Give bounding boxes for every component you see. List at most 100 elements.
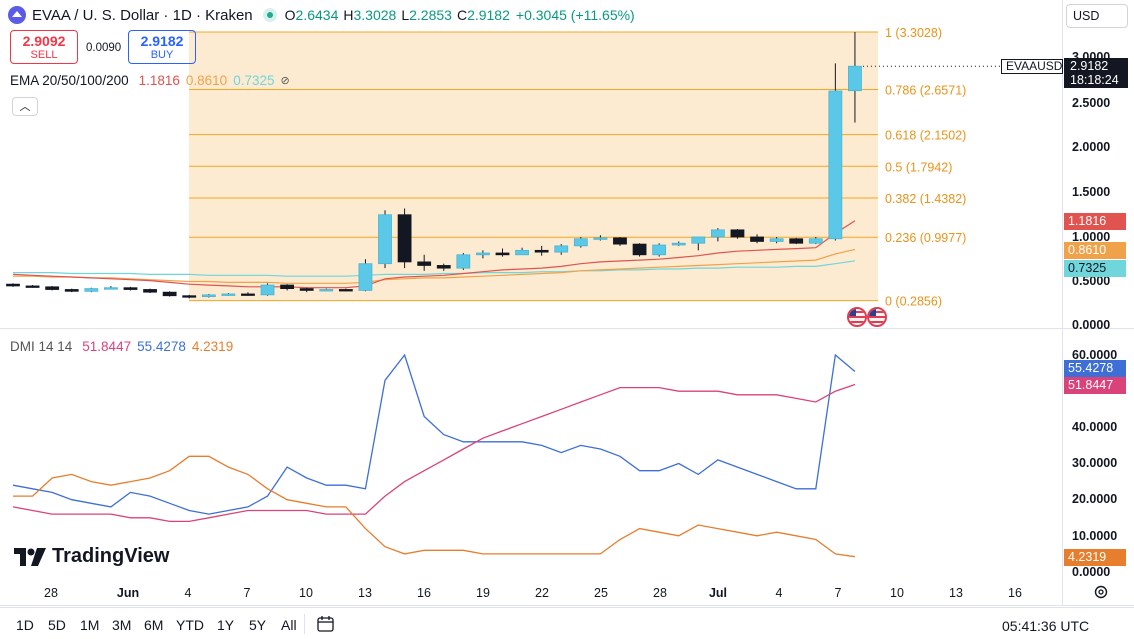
candle — [848, 32, 862, 123]
ema-legend[interactable]: EMA 20/50/100/200 1.1816 0.8610 0.7325 ⊘ — [10, 73, 290, 88]
ema100-value: 0.7325 — [233, 73, 275, 88]
time-axis-label: 7 — [835, 586, 842, 600]
time-axis-label: 10 — [299, 586, 313, 600]
events-flag-icon[interactable] — [847, 307, 867, 327]
ema20-line — [12, 220, 856, 289]
candle-body — [828, 90, 843, 240]
candle — [769, 236, 784, 244]
candle — [241, 292, 255, 296]
ema100-line — [13, 260, 856, 277]
buy-button[interactable]: 2.9182 BUY — [128, 30, 196, 64]
time-axis-label: 4 — [185, 586, 192, 600]
bar-countdown: 18:18:24 — [1070, 73, 1119, 87]
bottom-toolbar — [0, 607, 1134, 639]
candle-body — [162, 291, 177, 297]
timeframe-3m[interactable]: 3M — [112, 617, 132, 633]
candle — [554, 244, 569, 255]
candle-body — [593, 237, 608, 240]
candle-body — [554, 245, 569, 253]
candle-body — [495, 252, 510, 256]
collapse-legend-button[interactable]: ︿ — [12, 97, 38, 116]
fibonacci-retracement[interactable]: 1 (3.3028) 0.786 (2.6571) 0.618 (2.1502) 0.… — [189, 26, 966, 309]
price-axis-label: 0.5000 — [1072, 274, 1111, 288]
timeframe-5y[interactable]: 5Y — [249, 617, 267, 633]
candle — [828, 63, 843, 241]
events-flag-icon[interactable] — [867, 307, 887, 327]
buy-label: BUY — [150, 49, 174, 61]
symbol-legend[interactable]: EVAA / U. S. Dollar · 1D · Kraken O2.643… — [8, 6, 635, 24]
candle-body — [750, 236, 764, 242]
candle-body — [397, 214, 412, 263]
candle — [201, 293, 216, 298]
candle-body — [182, 295, 197, 298]
timeframe-6m[interactable]: 6M — [144, 617, 164, 633]
market-status-icon[interactable] — [262, 8, 277, 22]
symbol-title: EVAA / U. S. Dollar · 1D · Kraken — [32, 6, 253, 24]
adx-tag: 4.2319 — [1064, 549, 1126, 566]
candle — [25, 285, 40, 288]
last-price: 2.9182 — [1070, 59, 1109, 73]
ema-lines — [12, 220, 856, 289]
candle-body — [613, 237, 627, 245]
symbol-tag: EVAAUSD — [1001, 59, 1063, 74]
candle — [397, 208, 412, 269]
candle — [573, 236, 588, 248]
candle-body — [534, 249, 549, 253]
dmi-series-adx — [13, 455, 856, 558]
timeframe-1d[interactable]: 1D — [16, 617, 34, 633]
candle-body — [730, 229, 745, 238]
settings-gear-icon[interactable] — [1092, 583, 1110, 601]
ohlc-values: O2.6434 H3.3028 L2.2853 C2.9182 — [285, 7, 510, 23]
time-axis-label: 19 — [476, 586, 490, 600]
time-axis-label: 28 — [653, 586, 667, 600]
dmi-plus-tag: 55.4278 — [1064, 360, 1126, 377]
candle-body — [632, 243, 647, 256]
sell-button[interactable]: 2.9092 SELL — [10, 30, 78, 64]
candlestick-series — [6, 32, 1062, 299]
candle-body — [241, 293, 255, 296]
candle-body — [143, 289, 157, 293]
timeframe-ytd[interactable]: YTD — [176, 617, 204, 633]
candle — [808, 236, 823, 245]
candle-body — [476, 252, 490, 256]
dmi-axis-label: 10.0000 — [1072, 529, 1118, 543]
candle-body — [691, 236, 706, 244]
time-axis-label: 4 — [776, 586, 783, 600]
candle — [515, 247, 529, 256]
candle-body — [201, 294, 216, 298]
utc-clock[interactable]: 05:41:36 UTC — [1002, 618, 1090, 634]
candle — [143, 288, 157, 294]
hidden-eye-icon[interactable]: ⊘ — [280, 75, 290, 87]
candle-body — [221, 293, 236, 296]
price-change: +0.3045 (+11.65%) — [515, 7, 635, 23]
candle — [221, 293, 236, 296]
ema50-line — [13, 248, 856, 284]
ohlc-value: 2.2853 — [409, 7, 452, 23]
ohlc-label: C — [456, 7, 468, 23]
candle-body — [671, 242, 686, 246]
candle-body — [104, 287, 118, 290]
candle-body — [789, 238, 804, 244]
ohlc-value: 3.3028 — [353, 7, 397, 23]
time-axis-label: 13 — [949, 586, 963, 600]
candle — [632, 243, 647, 257]
currency-select[interactable]: USD — [1066, 4, 1128, 28]
dmi-legend[interactable]: DMI 14 14 51.8447 55.4278 4.2319 — [10, 339, 233, 354]
exchange-logo-icon — [8, 6, 26, 24]
candle — [789, 237, 804, 245]
timeframe-5d[interactable]: 5D — [48, 617, 66, 633]
timeframe-all[interactable]: All — [281, 617, 297, 633]
candle-body — [378, 214, 392, 265]
fib-level-label: 0 (0.2856) — [885, 295, 942, 309]
timeframe-1m[interactable]: 1M — [80, 617, 100, 633]
spread-value: 0.0090 — [86, 42, 122, 54]
pane-divider[interactable] — [0, 328, 1134, 329]
candle-body — [769, 238, 784, 242]
sell-price: 2.9092 — [22, 33, 66, 49]
tradingview-logo[interactable]: TradingView — [14, 545, 169, 568]
time-axis-label: 16 — [1008, 586, 1022, 600]
date-range-calendar-icon[interactable] — [316, 614, 336, 634]
candle-body — [573, 238, 588, 247]
timeframe-1y[interactable]: 1Y — [217, 617, 235, 633]
